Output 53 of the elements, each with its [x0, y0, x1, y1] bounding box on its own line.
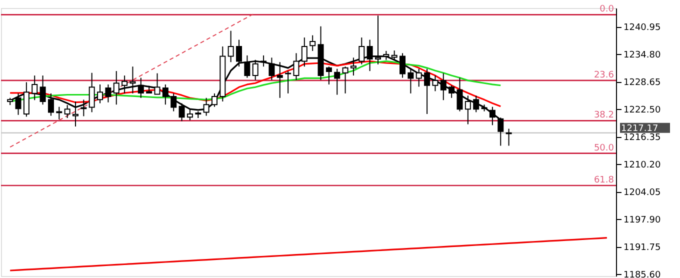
candlestick	[113, 70, 120, 106]
candlestick	[310, 34, 316, 52]
annotation: 23.6	[594, 70, 614, 80]
candlestick	[342, 66, 348, 94]
candlestick	[203, 97, 210, 116]
candlestick	[408, 68, 414, 94]
candlestick	[228, 30, 234, 63]
y-tick-label: 1191.75	[624, 243, 661, 254]
candlestick	[23, 82, 30, 118]
candlestick	[170, 92, 177, 112]
candlestick	[276, 62, 283, 98]
y-tick-label: 1185.60	[624, 270, 661, 278]
candlestick	[32, 75, 38, 101]
candlestick	[154, 72, 160, 95]
y-tick-label: 1216.35	[624, 133, 661, 144]
candlestick	[80, 99, 87, 117]
candlestick	[334, 68, 340, 96]
candlestick	[48, 92, 54, 116]
candlestick	[432, 75, 438, 92]
candlestick	[416, 68, 422, 88]
candlestick	[40, 75, 46, 106]
line-series	[9, 237, 608, 272]
ref-line-label: 1217.17	[621, 124, 658, 134]
y-tick-label: 1222.50	[624, 106, 661, 116]
candlestick	[105, 84, 112, 103]
candlestick	[424, 68, 430, 114]
annotation: 38.2	[594, 110, 614, 121]
annotation: 50.0	[594, 143, 614, 154]
y-tick-label: 1234.80	[624, 50, 661, 61]
candlestick	[56, 106, 62, 120]
candlestick	[448, 84, 455, 98]
candlestick	[456, 77, 463, 112]
candlestick	[15, 92, 22, 116]
y-tick-label: 1210.20	[624, 160, 661, 171]
candlestick	[211, 92, 218, 108]
candlestick	[130, 66, 136, 94]
candlestick	[162, 84, 168, 106]
candlestick	[506, 128, 512, 146]
y-tick-label: 1204.05	[624, 188, 661, 198]
y-tick-label: 1228.65	[624, 78, 661, 88]
line-series	[10, 12, 256, 148]
candlestick	[122, 75, 128, 94]
y-tick-label: 1240.95	[624, 23, 661, 34]
annotation: 0.0	[600, 4, 614, 15]
y-tick-label: 1197.90	[624, 216, 661, 226]
candlestick	[326, 66, 332, 85]
candlestick	[440, 72, 446, 101]
candlestick	[252, 59, 258, 80]
candlestick	[88, 72, 95, 113]
annotation: 61.8	[594, 176, 614, 186]
candlestick	[473, 95, 480, 113]
candlestick	[97, 84, 104, 104]
candlestick	[138, 77, 144, 98]
